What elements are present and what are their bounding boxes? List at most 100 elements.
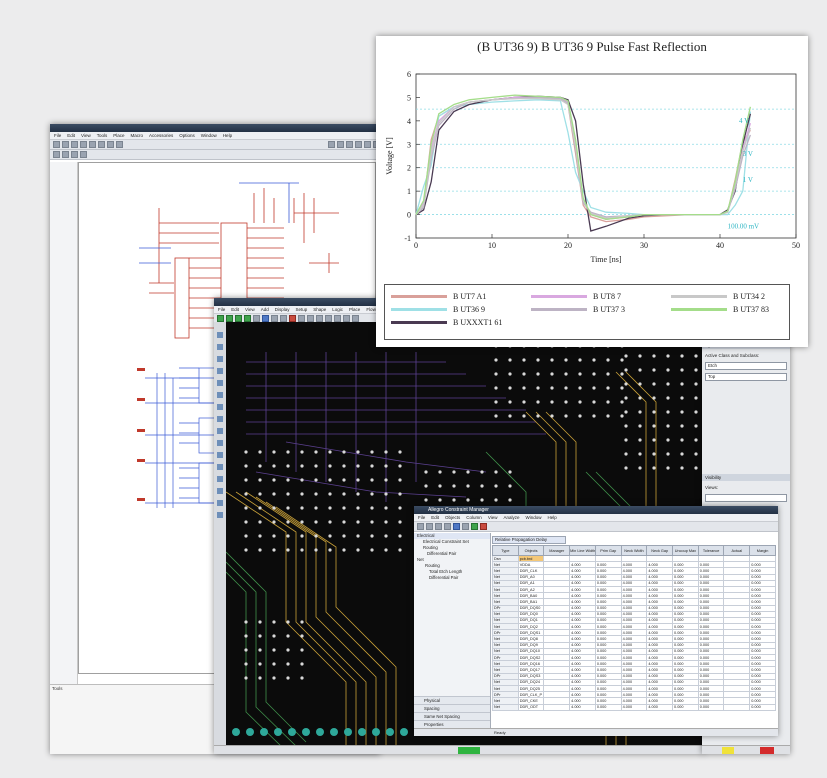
domain-tab-properties[interactable]: Properties: [414, 720, 490, 728]
place-part-icon[interactable]: [62, 151, 69, 158]
sch-menu-macro[interactable]: Macro: [130, 133, 144, 138]
add-connect-icon[interactable]: [217, 314, 224, 322]
domain-tab-physical[interactable]: Physical: [414, 696, 490, 704]
sch-menu-accessories[interactable]: Accessories: [149, 133, 174, 138]
cm-title-bar[interactable]: Allegro Constraint Manager: [414, 506, 778, 514]
cm-menu-column[interactable]: Column: [466, 515, 482, 520]
cm-collapse-icon[interactable]: [480, 523, 487, 530]
shape-icon[interactable]: [262, 314, 269, 322]
show-element-icon[interactable]: [298, 314, 305, 322]
table-row[interactable]: Net DDR_DQ10 4.000 0.000 4.000 4.000 0.000 0.00…: [492, 647, 776, 656]
sch-menu-edit[interactable]: Edit: [67, 133, 76, 138]
redo-icon[interactable]: [116, 141, 123, 148]
column-header[interactable]: Prim Gap: [594, 545, 622, 556]
pcb-menu-display[interactable]: Display: [274, 307, 290, 312]
table-row[interactable]: Net DDR_A1 4.000 0.000 4.000 4.000 0.000 0.000 0…: [492, 579, 776, 587]
column-header[interactable]: Uncoup Max: [672, 545, 699, 556]
domain-tab-same-net-spacing[interactable]: Same Net Spacing: [414, 712, 490, 720]
table-row[interactable]: Net DDR_DQ2 4.000 0.000 4.000 4.000 0.000 0.000…: [492, 623, 776, 631]
cm-menu-objects[interactable]: Objects: [445, 515, 461, 520]
table-row[interactable]: Net DDR_A2 4.000 0.000 4.000 4.000 0.000 0.000 0…: [492, 585, 776, 594]
pcb-menu-place[interactable]: Place: [349, 307, 361, 312]
tree-item[interactable]: Net: [417, 557, 424, 562]
delay-tune-icon[interactable]: [235, 314, 242, 322]
slide-icon[interactable]: [226, 314, 233, 322]
column-header[interactable]: Objects: [517, 545, 545, 556]
cut-icon[interactable]: [80, 141, 87, 148]
place-power-icon[interactable]: [80, 151, 87, 158]
sch-menu-window[interactable]: Window: [200, 133, 217, 138]
domain-tab-spacing[interactable]: Spacing: [414, 704, 490, 712]
cm-undo-icon[interactable]: [435, 523, 442, 530]
cm-redo-icon[interactable]: [444, 523, 451, 530]
schematic-title-bar[interactable]: [50, 124, 380, 132]
refresh-icon[interactable]: [343, 314, 350, 322]
cm-expand-icon[interactable]: [471, 523, 478, 530]
cm-menu-view[interactable]: View: [487, 515, 498, 520]
cm-analyze-icon[interactable]: [462, 523, 469, 530]
pcb-menu-view[interactable]: View: [245, 307, 255, 312]
copy-icon[interactable]: [280, 314, 287, 322]
zoom-fit-icon[interactable]: [346, 141, 353, 148]
3d-view-icon[interactable]: [352, 314, 359, 322]
pcb-menu-logic[interactable]: Logic: [332, 307, 344, 312]
column-header[interactable]: Margin: [749, 545, 776, 556]
column-header[interactable]: Actual: [723, 545, 751, 556]
tree-item[interactable]: Routing: [425, 563, 440, 568]
select-icon[interactable]: [53, 151, 60, 158]
grid-icon[interactable]: [316, 314, 323, 322]
new-icon[interactable]: [53, 141, 60, 148]
column-header[interactable]: Tolerance: [697, 545, 725, 556]
tree-item[interactable]: Routing: [423, 545, 438, 550]
cm-menu-help[interactable]: Help: [547, 515, 557, 520]
column-header[interactable]: Neck Width: [620, 545, 648, 556]
cm-filter-icon[interactable]: [453, 523, 460, 530]
tree-item[interactable]: Electrical: [414, 533, 490, 539]
tree-item[interactable]: Total Etch Length: [429, 569, 463, 574]
sch-menu-file[interactable]: File: [54, 133, 62, 138]
zoom-window-icon[interactable]: [325, 314, 332, 322]
measure-icon[interactable]: [307, 314, 314, 322]
pcb-menu-shape[interactable]: Shape: [313, 307, 327, 312]
table-row[interactable]: DPr DDR_DQS3 4.000 0.000 4.000 4.000 0.000 0.00…: [492, 672, 776, 680]
place-net-icon[interactable]: [71, 151, 78, 158]
sch-menu-place[interactable]: Place: [113, 133, 125, 138]
move-icon[interactable]: [271, 314, 278, 322]
cm-save-icon[interactable]: [426, 523, 433, 530]
views-select[interactable]: [705, 494, 787, 502]
class-select[interactable]: Etch: [705, 362, 787, 370]
table-row[interactable]: Net DDR_ODT 4.000 0.000 4.000 4.000 0.000 0.000…: [492, 703, 776, 711]
cm-menu-window[interactable]: Window: [525, 515, 542, 520]
cm-menu-analyze[interactable]: Analyze: [503, 515, 520, 520]
save-icon[interactable]: [71, 141, 78, 148]
pcb-menu-setup[interactable]: Setup: [295, 307, 308, 312]
subclass-select[interactable]: Top: [705, 373, 787, 381]
table-row[interactable]: Net DDR_CLK 4.000 0.000 4.000 4.000 0.000 0.000…: [492, 567, 776, 575]
paste-icon[interactable]: [98, 141, 105, 148]
tree-item[interactable]: Differential Pair: [427, 551, 457, 556]
column-header[interactable]: Min Line Width: [569, 545, 596, 556]
cm-menu-file[interactable]: File: [418, 515, 426, 520]
copy-icon[interactable]: [89, 141, 96, 148]
delete-icon[interactable]: [289, 314, 296, 322]
sch-menu-tools[interactable]: Tools: [96, 133, 108, 138]
zoom-world-icon[interactable]: [334, 314, 341, 322]
sch-menu-help[interactable]: Help: [222, 133, 233, 138]
tree-item[interactable]: Electrical Constraint Set: [423, 539, 469, 544]
table-row[interactable]: Net DDR_DQ8 4.000 0.000 4.000 4.000 0.000 0.000…: [492, 635, 776, 643]
column-header[interactable]: Neck Gap: [646, 545, 674, 556]
pan-icon[interactable]: [355, 141, 362, 148]
open-icon[interactable]: [62, 141, 69, 148]
worksheet-tab[interactable]: Relative Propagation Delay: [492, 536, 566, 544]
cm-menu-edit[interactable]: Edit: [431, 515, 440, 520]
sch-menu-view[interactable]: View: [81, 133, 91, 138]
pcb-menu-file[interactable]: File: [218, 307, 226, 312]
custom-smooth-icon[interactable]: [244, 314, 251, 322]
column-header[interactable]: Manager: [543, 545, 571, 556]
zoom-in-icon[interactable]: [328, 141, 335, 148]
undo-icon[interactable]: [107, 141, 114, 148]
wire-icon[interactable]: [364, 141, 371, 148]
vertex-icon[interactable]: [253, 314, 260, 322]
column-header[interactable]: Type: [492, 545, 519, 556]
pcb-menu-add[interactable]: Add: [260, 307, 269, 312]
